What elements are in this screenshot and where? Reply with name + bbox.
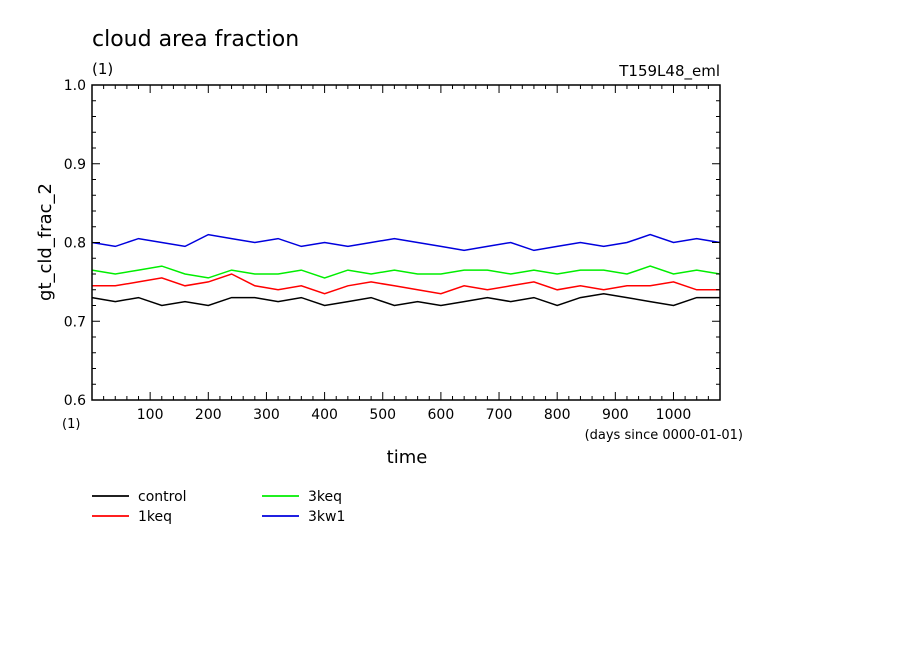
y-axis-unit: (1) <box>62 417 80 432</box>
y-tick-label: 0.7 <box>64 314 86 330</box>
legend-label-control: control <box>138 489 187 505</box>
y-tick-label: 1.0 <box>64 78 86 94</box>
legend-label-1keq: 1keq <box>138 509 172 525</box>
experiment-label: T159L48_eml <box>618 62 720 81</box>
x-tick-label: 900 <box>602 407 629 423</box>
series-line-3kw1 <box>91 233 721 252</box>
tick-layer: 100 200 300 400 500 600 700 800 900 1000 0.6 0.7 0.8… <box>64 78 720 423</box>
series-line-3keq <box>91 265 721 279</box>
x-tick-label: 300 <box>253 407 280 423</box>
chart-title-unit: (1) <box>92 60 113 78</box>
chart-title: cloud area fraction <box>92 27 299 52</box>
y-tick-label: 0.9 <box>64 157 86 173</box>
x-axis-title: time <box>387 447 428 468</box>
x-tick-label: 400 <box>311 407 338 423</box>
x-tick-label: 700 <box>486 407 513 423</box>
x-tick-label: 800 <box>544 407 571 423</box>
x-tick-label: 100 <box>137 407 164 423</box>
legend-label-3keq: 3keq <box>308 489 342 505</box>
x-tick-label: 200 <box>195 407 222 423</box>
y-tick-label: 0.6 <box>64 393 86 409</box>
series-line-control <box>91 292 720 307</box>
x-tick-label: 500 <box>369 407 396 423</box>
series-layer <box>91 233 721 307</box>
legend-label-3kw1: 3kw1 <box>308 509 345 525</box>
x-axis-units: (days since 0000-01-01) <box>585 428 743 443</box>
x-tick-label: 600 <box>428 407 455 423</box>
legend: control 1keq 3keq 3kw1 <box>92 489 345 525</box>
series-line-1keq <box>92 273 720 295</box>
y-axis-title: gt_cld_frac_2 <box>35 183 56 301</box>
x-tick-label: 1000 <box>656 407 692 423</box>
y-tick-label: 0.8 <box>64 236 86 252</box>
